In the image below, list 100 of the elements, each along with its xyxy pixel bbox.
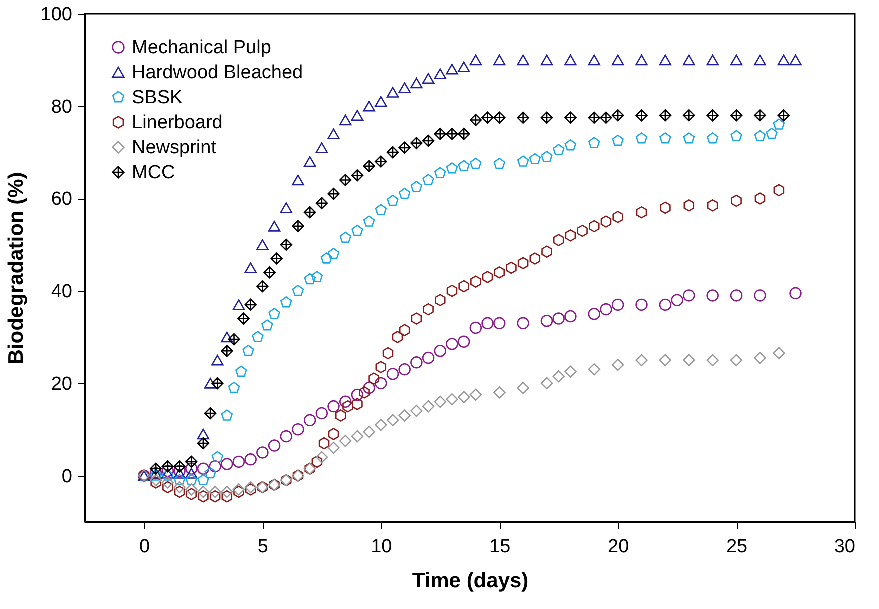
point (612, 54, 624, 66)
point (530, 252, 541, 265)
point (470, 388, 482, 402)
point (351, 110, 364, 121)
legend-label: Hardwood Bleached (132, 62, 304, 84)
x-tick-label: 5 (258, 536, 268, 558)
point (754, 109, 766, 122)
point (774, 184, 785, 197)
point (232, 456, 246, 468)
point (766, 128, 778, 140)
point (588, 308, 601, 320)
y-tick-label: 100 (40, 4, 72, 26)
point (204, 378, 217, 389)
point (434, 345, 447, 358)
point (359, 386, 370, 399)
point (410, 405, 423, 418)
legend-label: Linerboard (132, 112, 223, 134)
point (411, 312, 422, 325)
point (506, 262, 517, 274)
point (244, 454, 257, 466)
point (386, 146, 400, 159)
point (636, 132, 648, 144)
point (339, 114, 352, 126)
point (754, 54, 766, 66)
point (185, 468, 198, 479)
point (280, 430, 293, 443)
point (245, 484, 256, 496)
point (212, 354, 224, 366)
point (458, 280, 470, 293)
point (493, 386, 506, 399)
point (588, 112, 601, 124)
point (552, 370, 565, 383)
point (198, 474, 210, 486)
x-axis-title: Time (days) (412, 570, 529, 592)
point (242, 345, 254, 356)
point (399, 324, 410, 336)
point (352, 398, 363, 410)
point (382, 347, 394, 360)
point (659, 109, 672, 122)
point (434, 396, 447, 408)
point (174, 474, 186, 486)
point (517, 382, 530, 394)
point (185, 484, 198, 496)
point (398, 188, 411, 200)
point (221, 345, 234, 358)
point (197, 486, 210, 498)
point (540, 377, 554, 390)
point (186, 488, 198, 500)
point (363, 160, 376, 173)
point (564, 139, 577, 151)
point (316, 407, 328, 420)
point (790, 287, 802, 300)
point (446, 162, 458, 174)
point (660, 202, 671, 214)
y-tick-label: 20 (51, 374, 72, 395)
point (588, 137, 600, 148)
point (683, 354, 696, 366)
point (318, 437, 330, 450)
point (204, 407, 217, 420)
point (292, 284, 304, 296)
point (434, 294, 446, 306)
point (422, 400, 435, 413)
point (577, 224, 588, 238)
point (398, 410, 411, 422)
point (553, 234, 564, 246)
point (540, 314, 554, 328)
point (422, 174, 434, 186)
point (162, 476, 174, 489)
point (540, 112, 554, 124)
point (517, 156, 530, 167)
point (494, 158, 506, 170)
x-tick-label: 30 (834, 536, 856, 558)
point (351, 388, 364, 402)
point (376, 361, 387, 374)
point (292, 424, 304, 436)
point (210, 490, 221, 503)
point (386, 414, 400, 427)
point (660, 132, 672, 144)
point (612, 134, 624, 146)
point (316, 142, 328, 154)
point (209, 486, 222, 498)
point (565, 230, 576, 242)
point (335, 410, 346, 422)
point (636, 206, 648, 219)
point (221, 486, 234, 498)
point (375, 204, 388, 216)
point (564, 54, 577, 66)
point (304, 273, 316, 285)
point (351, 170, 364, 182)
point (659, 298, 672, 312)
point (517, 112, 530, 124)
point (541, 151, 553, 162)
point (197, 437, 210, 450)
point (410, 78, 423, 89)
point (174, 486, 186, 498)
legend-label: MCC (132, 162, 176, 184)
point (790, 54, 802, 66)
point (422, 352, 435, 364)
point (410, 181, 423, 192)
point (221, 458, 234, 470)
